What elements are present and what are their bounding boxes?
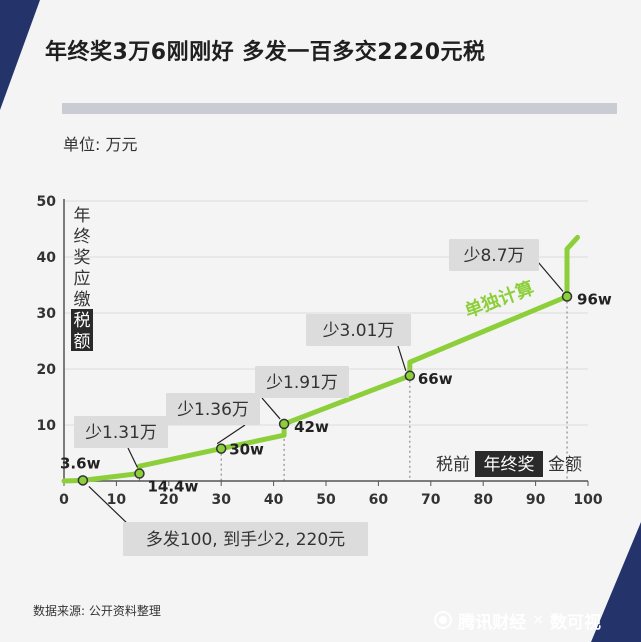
y-label-char: 年 <box>74 206 91 226</box>
x-tick-label: 80 <box>473 492 493 508</box>
x-tick-label: 30 <box>211 492 231 508</box>
series-line <box>61 234 580 484</box>
callout-text: 多发100, 到手少2, 220元 <box>146 530 345 550</box>
callout-box <box>255 366 349 398</box>
callout-leader <box>88 485 131 527</box>
y-label-char: 终 <box>74 227 91 247</box>
corner-decoration-bottom-right <box>591 522 641 642</box>
x-tick-label: 40 <box>264 492 284 508</box>
y-tick-label: 50 <box>37 194 57 210</box>
data-point <box>215 443 227 454</box>
callout-box <box>74 416 168 448</box>
source-note: 数据来源: 公开资料整理 <box>33 604 161 618</box>
x-tick-label: 10 <box>107 492 127 508</box>
brand-footer: 腾讯财经 × 数可视 <box>434 608 601 633</box>
data-point-label: 42w <box>294 418 329 436</box>
callout-leader <box>397 345 407 371</box>
callout-box <box>166 393 260 425</box>
x-tick-label: 90 <box>526 492 546 508</box>
data-point-label: 96w <box>577 290 612 308</box>
data-point <box>404 370 416 382</box>
y-label-char: 奖 <box>74 248 91 268</box>
y-label-char: 应 <box>74 269 91 289</box>
brand-logo-icon <box>434 611 453 629</box>
y-tick-label: 40 <box>37 250 57 266</box>
callout-leader <box>261 397 281 420</box>
callout-box <box>306 314 411 346</box>
callout-text: 少3.01万 <box>323 321 395 341</box>
data-point-label: 3.6w <box>60 454 101 472</box>
callout-leader <box>537 261 564 292</box>
brand-name: 腾讯财经 <box>458 612 527 633</box>
callout-leader <box>127 447 138 468</box>
data-point-label: 66w <box>418 370 453 388</box>
title-divider-bar <box>62 103 617 114</box>
callout-text: 少1.31万 <box>85 423 157 443</box>
x-tick-label: 0 <box>59 492 69 508</box>
y-tick-label: 30 <box>37 306 57 322</box>
x-label-highlight: 年终奖 <box>484 455 535 475</box>
brand-partner: 数可视 <box>550 612 601 633</box>
x-tick-label: 50 <box>316 492 336 508</box>
brand-separator: × <box>532 612 544 628</box>
callout-text: 少1.91万 <box>266 373 338 393</box>
data-point <box>561 291 573 302</box>
callout-box <box>449 239 539 271</box>
y-label-char: 额 <box>74 332 91 352</box>
markers: 3.6w 14.4w 30w 42w 66w 96w <box>60 290 612 495</box>
x-label-prefix: 税前 <box>436 455 470 475</box>
x-label-suffix: 金额 <box>548 455 582 475</box>
data-point-label: 14.4w <box>147 478 198 496</box>
x-tick-label: 70 <box>421 492 441 508</box>
x-tick-label: 20 <box>159 492 179 508</box>
y-tick-label: 20 <box>37 362 57 378</box>
axes: 10 20 30 40 50 0 10 20 30 40 50 60 70 80 90 100 <box>37 194 603 508</box>
y-label-char: 缴 <box>74 290 91 310</box>
data-point-label: 30w <box>229 441 264 459</box>
x-axis-label: 税前 年终奖 金额 <box>436 451 582 477</box>
callout-text: 少8.7万 <box>463 246 524 266</box>
y-label-highlight-bg <box>71 309 93 330</box>
y-tick-label: 10 <box>37 418 57 434</box>
x-label-highlight-bg <box>475 451 543 477</box>
x-tick-label: 100 <box>573 492 602 508</box>
callout-leader <box>216 424 246 445</box>
data-point <box>134 468 145 479</box>
data-point <box>278 418 290 430</box>
page-title: 年终奖3万6刚刚好 多发一百多交2220元税 <box>45 40 486 65</box>
callout-box <box>123 522 368 556</box>
y-label-char: 税 <box>74 311 91 331</box>
corner-decoration-top-left <box>0 0 40 110</box>
unit-label: 单位: 万元 <box>63 135 138 154</box>
data-point <box>77 475 89 486</box>
x-tick-label: 60 <box>369 492 389 508</box>
callout-text: 少1.36万 <box>177 400 249 420</box>
y-label-highlight-bg <box>71 330 93 351</box>
